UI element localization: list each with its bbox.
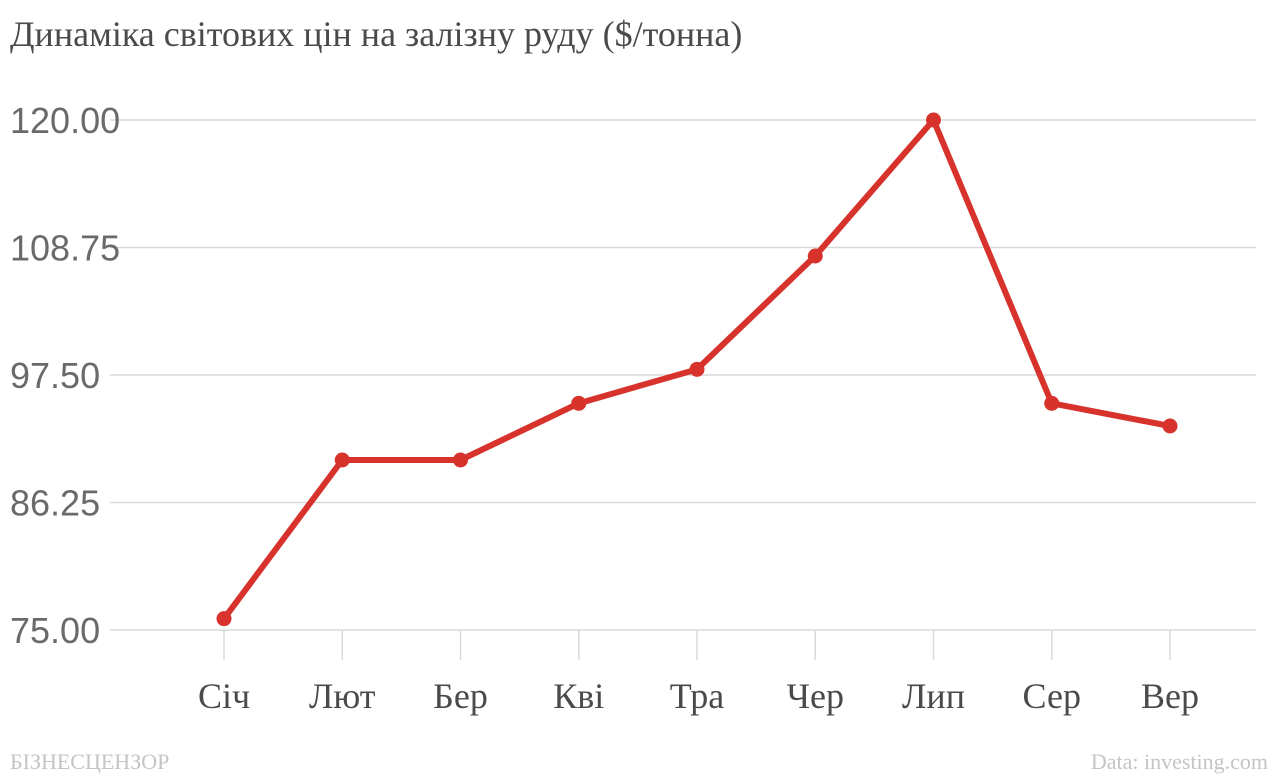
chart-title: Динаміка світових цін на залізну руду ($… <box>10 14 743 54</box>
data-point <box>334 452 350 468</box>
y-axis-tick-labels: 75.00 86.25 97.50 108.75 120.00 <box>10 100 120 651</box>
data-point <box>1162 418 1178 434</box>
x-tick-label: Чер <box>787 676 844 716</box>
data-point <box>689 361 705 377</box>
data-point <box>1044 395 1060 411</box>
y-tick-label: 97.50 <box>10 355 100 396</box>
data-point <box>453 452 468 468</box>
y-tick-label: 86.25 <box>10 483 100 524</box>
y-tick-label: 75.00 <box>10 610 100 651</box>
x-tick-label: Січ <box>198 676 250 716</box>
data-point <box>807 248 823 264</box>
data-point <box>216 611 232 627</box>
series <box>216 112 1178 627</box>
x-axis-tick-marks <box>223 630 1171 660</box>
footer-source: Data: investing.com <box>1090 749 1268 774</box>
data-point <box>571 395 587 411</box>
x-tick-label: Бер <box>433 676 488 716</box>
x-axis-tick-labels: Січ Лют Бер Кві Тра Чер Лип Сер Вер <box>198 676 1199 716</box>
x-tick-label: Лют <box>309 676 376 716</box>
x-tick-label: Сер <box>1023 676 1081 716</box>
x-tick-label: Лип <box>902 676 965 716</box>
y-tick-label: 108.75 <box>10 228 120 269</box>
x-tick-label: Вер <box>1141 676 1199 716</box>
y-tick-label: 120.00 <box>10 100 120 141</box>
x-tick-label: Кві <box>553 676 604 716</box>
footer-brand: БІЗНЕСЦЕНЗОР <box>10 749 170 774</box>
x-tick-label: Тра <box>670 676 725 716</box>
data-point <box>926 112 941 128</box>
